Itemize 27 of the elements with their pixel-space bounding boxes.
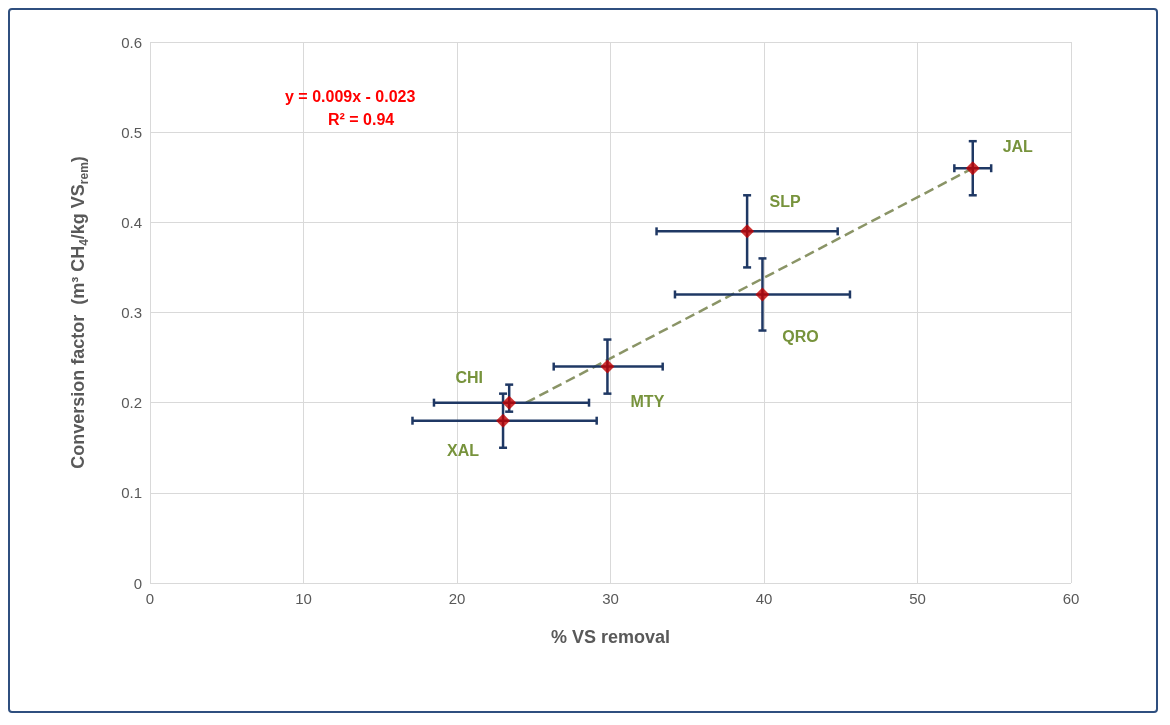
- point: [965, 161, 980, 176]
- y-tick-label: 0.2: [121, 394, 142, 412]
- y-tick-label: 0: [133, 574, 142, 592]
- point: [600, 359, 615, 374]
- x-tick-label: 60: [1062, 590, 1080, 607]
- x-tick-label: 40: [755, 590, 773, 607]
- annotation: XAL: [447, 442, 480, 460]
- y-tick-label: 0.5: [121, 123, 142, 141]
- annotation: CHI: [455, 369, 483, 387]
- x-tick-label: 50: [909, 590, 926, 607]
- x-tick-label: 30: [602, 590, 619, 607]
- annotation: JAL: [1002, 137, 1034, 155]
- annotation: R² = 0.94: [328, 110, 395, 128]
- annotation: QRO: [782, 327, 819, 345]
- y-tick-label: 0.3: [121, 304, 142, 321]
- y-tick-label: 0.4: [121, 213, 142, 231]
- point: [740, 224, 755, 239]
- y-tick-label: 0.6: [121, 33, 142, 51]
- x-tick-label: 0: [145, 590, 155, 607]
- annotation: y = 0.009x - 0.023: [285, 87, 416, 105]
- x-axis-title: % VS removal: [550, 627, 671, 647]
- x-tick-label: 20: [448, 590, 466, 607]
- y-tick-label: 0.1: [121, 484, 142, 502]
- annotation: MTY: [630, 393, 665, 411]
- annotation: SLP: [769, 192, 801, 210]
- point: [755, 287, 770, 302]
- x-tick-label: 10: [295, 590, 312, 607]
